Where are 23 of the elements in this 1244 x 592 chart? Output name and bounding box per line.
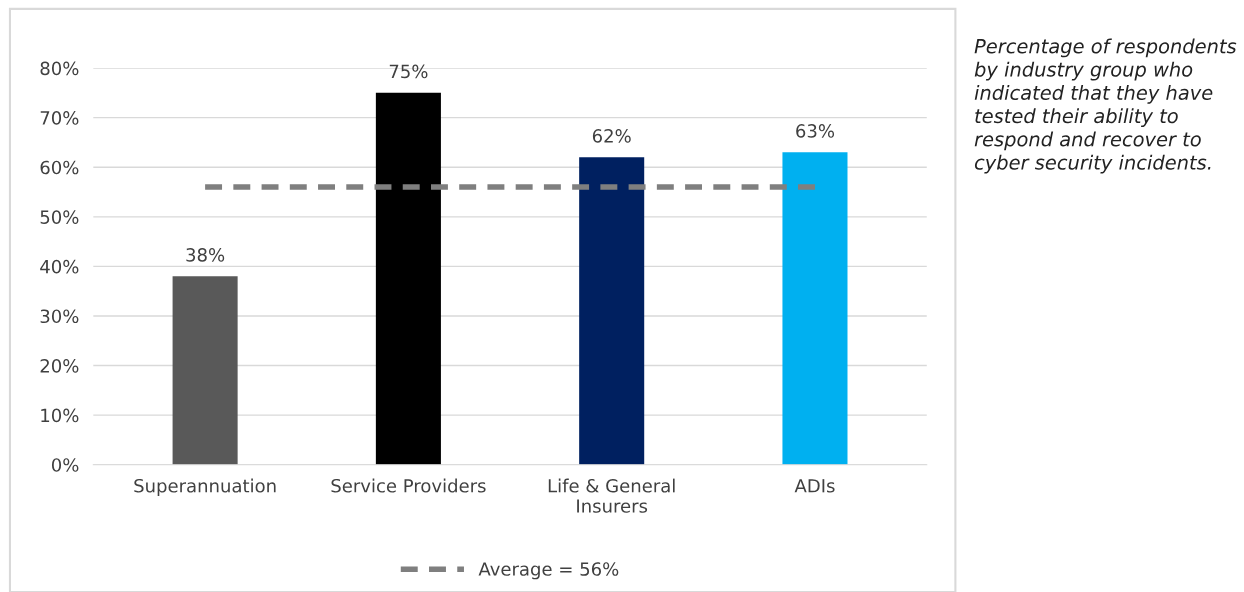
bar <box>579 157 645 465</box>
bar <box>782 152 848 465</box>
data-label: 38% <box>186 248 225 262</box>
data-label: 62% <box>592 129 631 143</box>
bar <box>172 276 238 465</box>
y-tick-label: 50% <box>40 210 79 224</box>
y-tick-label: 0% <box>51 458 79 472</box>
y-tick-label: 60% <box>40 160 79 175</box>
y-tick-label: 20% <box>40 359 79 373</box>
x-tick-label: ADIs <box>794 479 835 493</box>
y-tick-label: 70% <box>40 111 79 125</box>
x-tick-label: Life & General Insurers <box>548 478 675 513</box>
x-tick-label: Superannuation <box>134 478 276 497</box>
bar <box>375 92 441 465</box>
legend-label: Average = 56% <box>478 562 619 580</box>
x-tick-label: Service Providers <box>331 478 486 493</box>
y-tick-label: 80% <box>40 61 79 76</box>
data-label: 75% <box>389 64 428 79</box>
text: Percentage of respondents by industry group who indicated that they have tested their ability to respond and recover to cyber security incidents. <box>974 38 1237 174</box>
data-label: 63% <box>796 124 835 138</box>
y-tick-label: 40% <box>40 259 79 274</box>
y-tick-label: 30% <box>40 309 79 324</box>
y-tick-label: 10% <box>41 408 79 423</box>
